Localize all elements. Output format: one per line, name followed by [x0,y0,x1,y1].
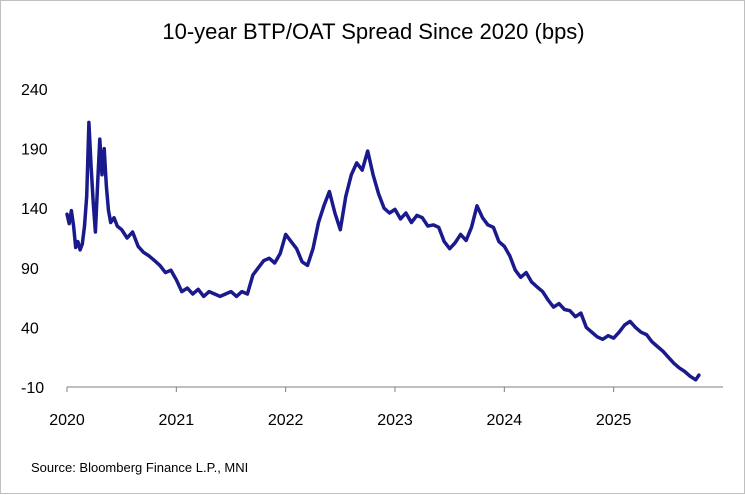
spread-series-line [65,120,701,382]
chart-title: 10-year BTP/OAT Spread Since 2020 (bps) [162,19,585,44]
y-tick-label: 190 [21,142,48,159]
y-axis-labels: 240 190 140 90 40 -10 [21,82,48,397]
x-tick-label: 2020 [49,412,85,429]
y-tick-label: 140 [21,201,48,218]
y-tick-label: 90 [21,261,39,278]
y-tick-label: 240 [21,82,48,99]
x-axis: 2020 2021 2022 2023 2024 2025 [49,386,723,429]
x-tick-label: 2024 [487,412,523,429]
x-tick-label: 2022 [268,412,304,429]
y-tick-label: -10 [21,380,44,397]
x-tick-label: 2023 [377,412,413,429]
x-tick-label: 2025 [596,412,632,429]
source-note: Source: Bloomberg Finance L.P., MNI [31,460,249,475]
y-tick-label: 40 [21,320,39,337]
x-tick-label: 2021 [159,412,195,429]
